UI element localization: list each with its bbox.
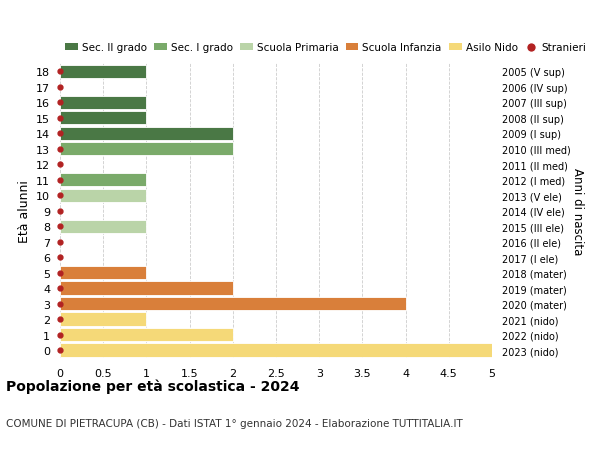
Bar	[60, 189, 146, 202]
Bar	[60, 112, 146, 125]
Bar	[60, 266, 146, 280]
Bar	[60, 174, 146, 187]
Legend: Sec. II grado, Sec. I grado, Scuola Primaria, Scuola Infanzia, Asilo Nido, Stran: Sec. II grado, Sec. I grado, Scuola Prim…	[65, 43, 587, 53]
Y-axis label: Anni di nascita: Anni di nascita	[571, 168, 584, 255]
Bar	[60, 297, 406, 310]
Bar	[60, 66, 146, 78]
Bar	[60, 143, 233, 156]
Bar	[60, 127, 233, 140]
Y-axis label: Età alunni: Età alunni	[17, 180, 31, 242]
Bar	[60, 220, 146, 233]
Text: Popolazione per età scolastica - 2024: Popolazione per età scolastica - 2024	[6, 379, 299, 393]
Bar	[60, 344, 492, 357]
Bar	[60, 282, 233, 295]
Bar	[60, 96, 146, 110]
Text: COMUNE DI PIETRACUPA (CB) - Dati ISTAT 1° gennaio 2024 - Elaborazione TUTTITALIA: COMUNE DI PIETRACUPA (CB) - Dati ISTAT 1…	[6, 418, 463, 428]
Bar	[60, 313, 146, 326]
Bar	[60, 328, 233, 341]
